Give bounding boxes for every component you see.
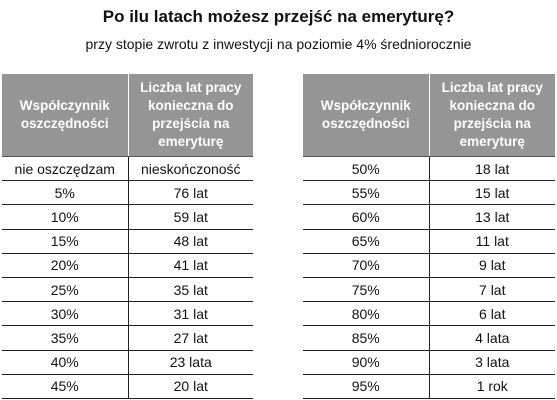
savings-rate-cell: 55% <box>303 180 430 206</box>
years-cell: 23 lata <box>127 350 253 375</box>
savings-rate-cell: 95% <box>303 374 430 399</box>
table-row: 20% 41 lat <box>2 253 253 278</box>
column-header-years-of-work: Liczba lat pracy konieczna do przejścia … <box>428 74 555 157</box>
savings-rate-cell: 80% <box>303 301 430 327</box>
table-header-row: Współczynnik oszczędności Liczba lat pra… <box>303 74 555 157</box>
savings-rate-cell: 75% <box>303 277 430 303</box>
table-row: 60% 13 lat <box>303 204 555 230</box>
column-header-years-of-work: Liczba lat pracy konieczna do przejścia … <box>127 74 253 157</box>
years-cell: 6 lat <box>428 301 555 327</box>
years-cell: 41 lat <box>127 253 253 278</box>
years-cell: 7 lat <box>428 277 555 303</box>
column-header-savings-rate: Współczynnik oszczędności <box>2 74 129 157</box>
table-row: 70% 9 lat <box>303 253 555 278</box>
years-cell: 20 lat <box>127 374 253 399</box>
table-row: 65% 11 lat <box>303 229 555 254</box>
years-cell: 15 lat <box>428 180 555 206</box>
years-cell: 48 lat <box>127 229 253 254</box>
table-row: 15% 48 lat <box>2 229 253 254</box>
years-cell: 31 lat <box>127 301 253 327</box>
years-cell: 1 rok <box>428 374 555 399</box>
years-cell: 3 lata <box>428 350 555 375</box>
table-row: 50% 18 lat <box>303 156 555 182</box>
savings-rate-cell: 15% <box>2 229 129 254</box>
table-header-row: Współczynnik oszczędności Liczba lat pra… <box>2 74 253 157</box>
savings-rate-cell: 5% <box>2 180 129 206</box>
savings-rate-cell: 90% <box>303 350 430 375</box>
savings-rate-cell: 40% <box>2 350 129 375</box>
table-row: 45% 20 lat <box>2 374 253 399</box>
savings-rate-cell: 60% <box>303 204 430 230</box>
table-row: 85% 4 lata <box>303 325 555 351</box>
table-row: 5% 76 lat <box>2 180 253 206</box>
retirement-table-right: Współczynnik oszczędności Liczba lat pra… <box>303 74 555 399</box>
years-cell: 13 lat <box>428 204 555 230</box>
table-row: nie oszczędzam nieskończoność <box>2 156 253 182</box>
table-row: 35% 27 lat <box>2 325 253 351</box>
table-row: 10% 59 lat <box>2 204 253 230</box>
savings-rate-cell: 65% <box>303 229 430 254</box>
years-cell: 11 lat <box>428 229 555 254</box>
years-cell: 27 lat <box>127 325 253 351</box>
table-row: 90% 3 lata <box>303 350 555 375</box>
savings-rate-cell: 35% <box>2 325 129 351</box>
savings-rate-cell: 10% <box>2 204 129 230</box>
table-row: 40% 23 lata <box>2 350 253 375</box>
page-title: Po ilu latach możesz przejść na emerytur… <box>102 7 455 26</box>
years-cell: 4 lata <box>428 325 555 351</box>
table-row: 95% 1 rok <box>303 374 555 399</box>
savings-rate-cell: nie oszczędzam <box>2 156 129 182</box>
column-header-savings-rate: Współczynnik oszczędności <box>303 74 430 157</box>
years-cell: 35 lat <box>127 277 253 303</box>
table-row: 75% 7 lat <box>303 277 555 303</box>
savings-rate-cell: 20% <box>2 253 129 278</box>
page-subtitle: przy stopie zwrotu z inwestycji na pozio… <box>85 36 472 52</box>
years-cell: 18 lat <box>428 156 555 182</box>
years-cell: 76 lat <box>127 180 253 206</box>
savings-rate-cell: 70% <box>303 253 430 278</box>
table-row: 55% 15 lat <box>303 180 555 206</box>
savings-rate-cell: 25% <box>2 277 129 303</box>
table-row: 30% 31 lat <box>2 301 253 327</box>
savings-rate-cell: 30% <box>2 301 129 327</box>
years-cell: 9 lat <box>428 253 555 278</box>
years-cell: 59 lat <box>127 204 253 230</box>
table-row: 25% 35 lat <box>2 277 253 303</box>
savings-rate-cell: 85% <box>303 325 430 351</box>
retirement-table-left: Współczynnik oszczędności Liczba lat pra… <box>2 74 253 399</box>
table-row: 80% 6 lat <box>303 301 555 327</box>
savings-rate-cell: 45% <box>2 374 129 399</box>
years-cell: nieskończoność <box>127 156 253 182</box>
savings-rate-cell: 50% <box>303 156 430 182</box>
